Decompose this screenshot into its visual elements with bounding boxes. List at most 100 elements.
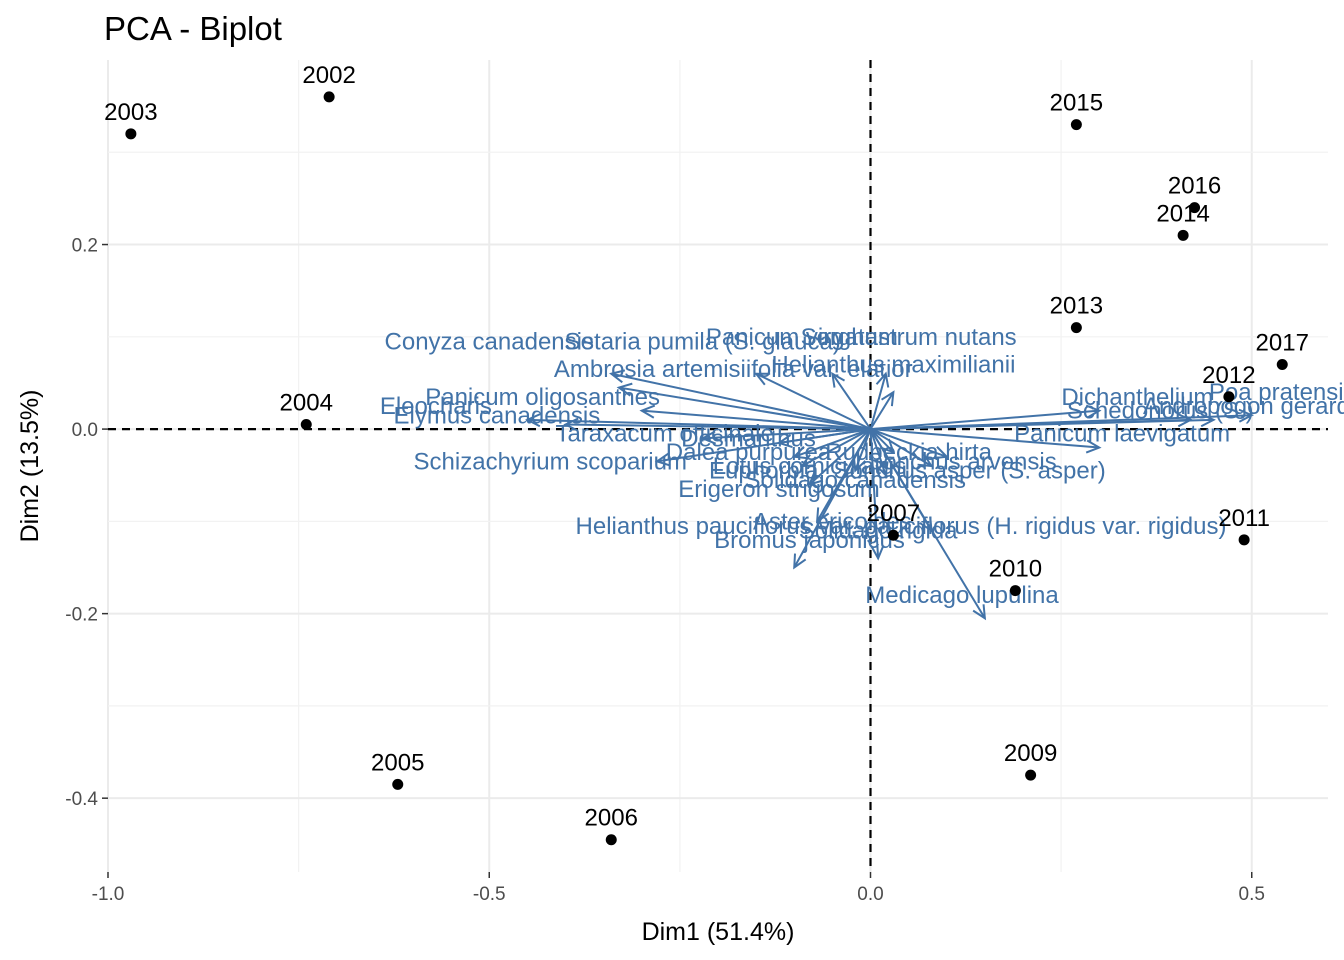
variable-label: Medicago lupulina	[865, 582, 1059, 609]
variable-arrow	[700, 428, 871, 445]
variable-arrow	[654, 428, 871, 467]
individual-label: 2006	[585, 805, 638, 832]
variable-label: Schedonorus (S.)	[1067, 398, 1254, 425]
chart-title: PCA - Biplot	[104, 10, 282, 47]
variable-label: Erigeron strigosum	[678, 476, 879, 503]
individual-point	[392, 778, 404, 790]
variable-label: Bromus japonicus	[714, 527, 905, 554]
variable-arrow	[807, 428, 872, 486]
variable-label: Solidago rigida	[799, 518, 958, 545]
x-tick-label: -1.0	[92, 884, 125, 905]
individual-point	[605, 834, 617, 846]
variable-label: Rudbeckia hirta	[825, 439, 992, 466]
y-axis-title: Dim2 (13.5%)	[16, 390, 44, 543]
individual-label: 2009	[1004, 740, 1057, 767]
variable-arrow	[869, 429, 885, 561]
variable-arrow	[616, 382, 871, 431]
variable-arrow	[869, 390, 895, 430]
individual-point	[1009, 585, 1021, 597]
individual-label: 2007	[867, 500, 920, 527]
variable-arrow	[852, 428, 872, 473]
y-tick-label: 0.0	[72, 420, 98, 441]
variable-label: Eleocharis	[380, 393, 492, 420]
variable-arrow	[870, 413, 1216, 431]
individual-label: 2005	[371, 749, 424, 776]
variable-arrow	[869, 428, 889, 478]
variable-arrow	[793, 428, 872, 570]
individual-point	[1070, 119, 1082, 131]
x-axis-ticks: -1.0 -0.5 0.0 0.5	[92, 872, 1265, 905]
variable-arrow	[799, 428, 871, 468]
individual-point	[1177, 229, 1189, 241]
grid	[107, 60, 1328, 872]
individual-label: 2012	[1202, 362, 1255, 389]
y-tick-label: 0.2	[72, 236, 98, 257]
variable-label: Schizachyrium scoparium	[414, 448, 687, 475]
variable-arrow	[639, 404, 871, 431]
individual-label: 2011	[1218, 505, 1270, 532]
variable-label: Panicum virgatum	[706, 324, 898, 351]
variable-arrow	[792, 428, 871, 460]
variable-arrow	[869, 428, 987, 621]
x-axis-title: Dim1 (51.4%)	[642, 918, 795, 946]
variable-label: Conyza canadensis	[385, 328, 594, 355]
variable-arrow	[869, 371, 890, 430]
variable-label: Panicum oligosanthes	[425, 384, 660, 411]
individual-point	[1238, 534, 1250, 546]
individual-point	[1223, 391, 1235, 403]
individual-label: 2014	[1156, 200, 1209, 227]
individual-point	[1189, 202, 1201, 214]
variable-arrows	[525, 369, 1255, 621]
variable-label: Ambrosia artemisiifolia var. elatior	[554, 356, 913, 383]
variable-arrow	[609, 369, 871, 431]
y-tick-label: -0.4	[65, 789, 98, 810]
x-tick-label: -0.5	[473, 884, 506, 905]
variable-arrow	[870, 404, 1102, 431]
individual-label: 2003	[104, 99, 157, 126]
variable-label: Helianthus pauciflorus var. pauciflorus …	[576, 513, 1227, 540]
variable-arrow	[754, 372, 871, 430]
variable-label: Panicum laevigatum	[1014, 421, 1230, 448]
individual-label: 2015	[1050, 90, 1103, 117]
individual-point	[887, 529, 899, 541]
variable-label: Elymus canadensis	[393, 402, 600, 429]
individual-label: 2016	[1168, 173, 1221, 200]
y-tick-label: -0.2	[65, 605, 98, 626]
variable-label: Dichanthelium	[1061, 384, 1213, 411]
variable-label: Sorghastrum nutans	[801, 324, 1017, 351]
individual-point	[300, 418, 312, 430]
individual-label: 2002	[302, 62, 355, 89]
individual-label: 2004	[280, 389, 333, 416]
individual-point	[125, 128, 137, 140]
variable-label: Andropogon gerardii	[1143, 393, 1344, 420]
reference-lines	[108, 60, 1328, 872]
variable-label: Taraxacum officinale	[555, 421, 773, 448]
individual-label: 2010	[989, 556, 1042, 583]
x-tick-label: 0.5	[1239, 884, 1265, 905]
variable-arrow	[870, 428, 949, 460]
x-tick-label: 0.0	[857, 884, 883, 905]
individual-label: 2013	[1050, 293, 1103, 320]
variable-arrow	[869, 428, 934, 468]
variable-arrow	[831, 371, 872, 430]
individual-point	[1070, 322, 1082, 334]
individual-point	[1025, 769, 1037, 781]
individual-point	[323, 91, 335, 103]
variable-label: Setaria pumila (S. glauca)	[565, 328, 841, 355]
variable-arrow	[870, 428, 1102, 454]
variable-label: Lotus corniculatus	[713, 453, 906, 480]
variable-label: Euphorbia	[709, 458, 819, 485]
individual-label: 2017	[1256, 330, 1309, 357]
variable-label: Aster ericoides	[753, 508, 912, 535]
variable-label: Solidago canadensis	[745, 467, 967, 494]
variable-label: Helianthus maximilianii	[771, 352, 1015, 379]
variable-label: Desmanthus	[681, 425, 816, 452]
variable-label: Sonchus arvensis	[867, 448, 1056, 475]
individual-points: 2002 2003 2004 2005 2006 2007 2009 2010 2011 2012…	[104, 62, 1309, 846]
variable-label: Dalea purpurea	[666, 439, 832, 466]
variable-label: Sonchus asper (S. asper)	[834, 458, 1106, 485]
variable-arrow	[869, 428, 895, 454]
y-axis-ticks: 0.2 0.0 -0.2 -0.4	[65, 236, 108, 810]
individual-point	[1276, 359, 1288, 370]
